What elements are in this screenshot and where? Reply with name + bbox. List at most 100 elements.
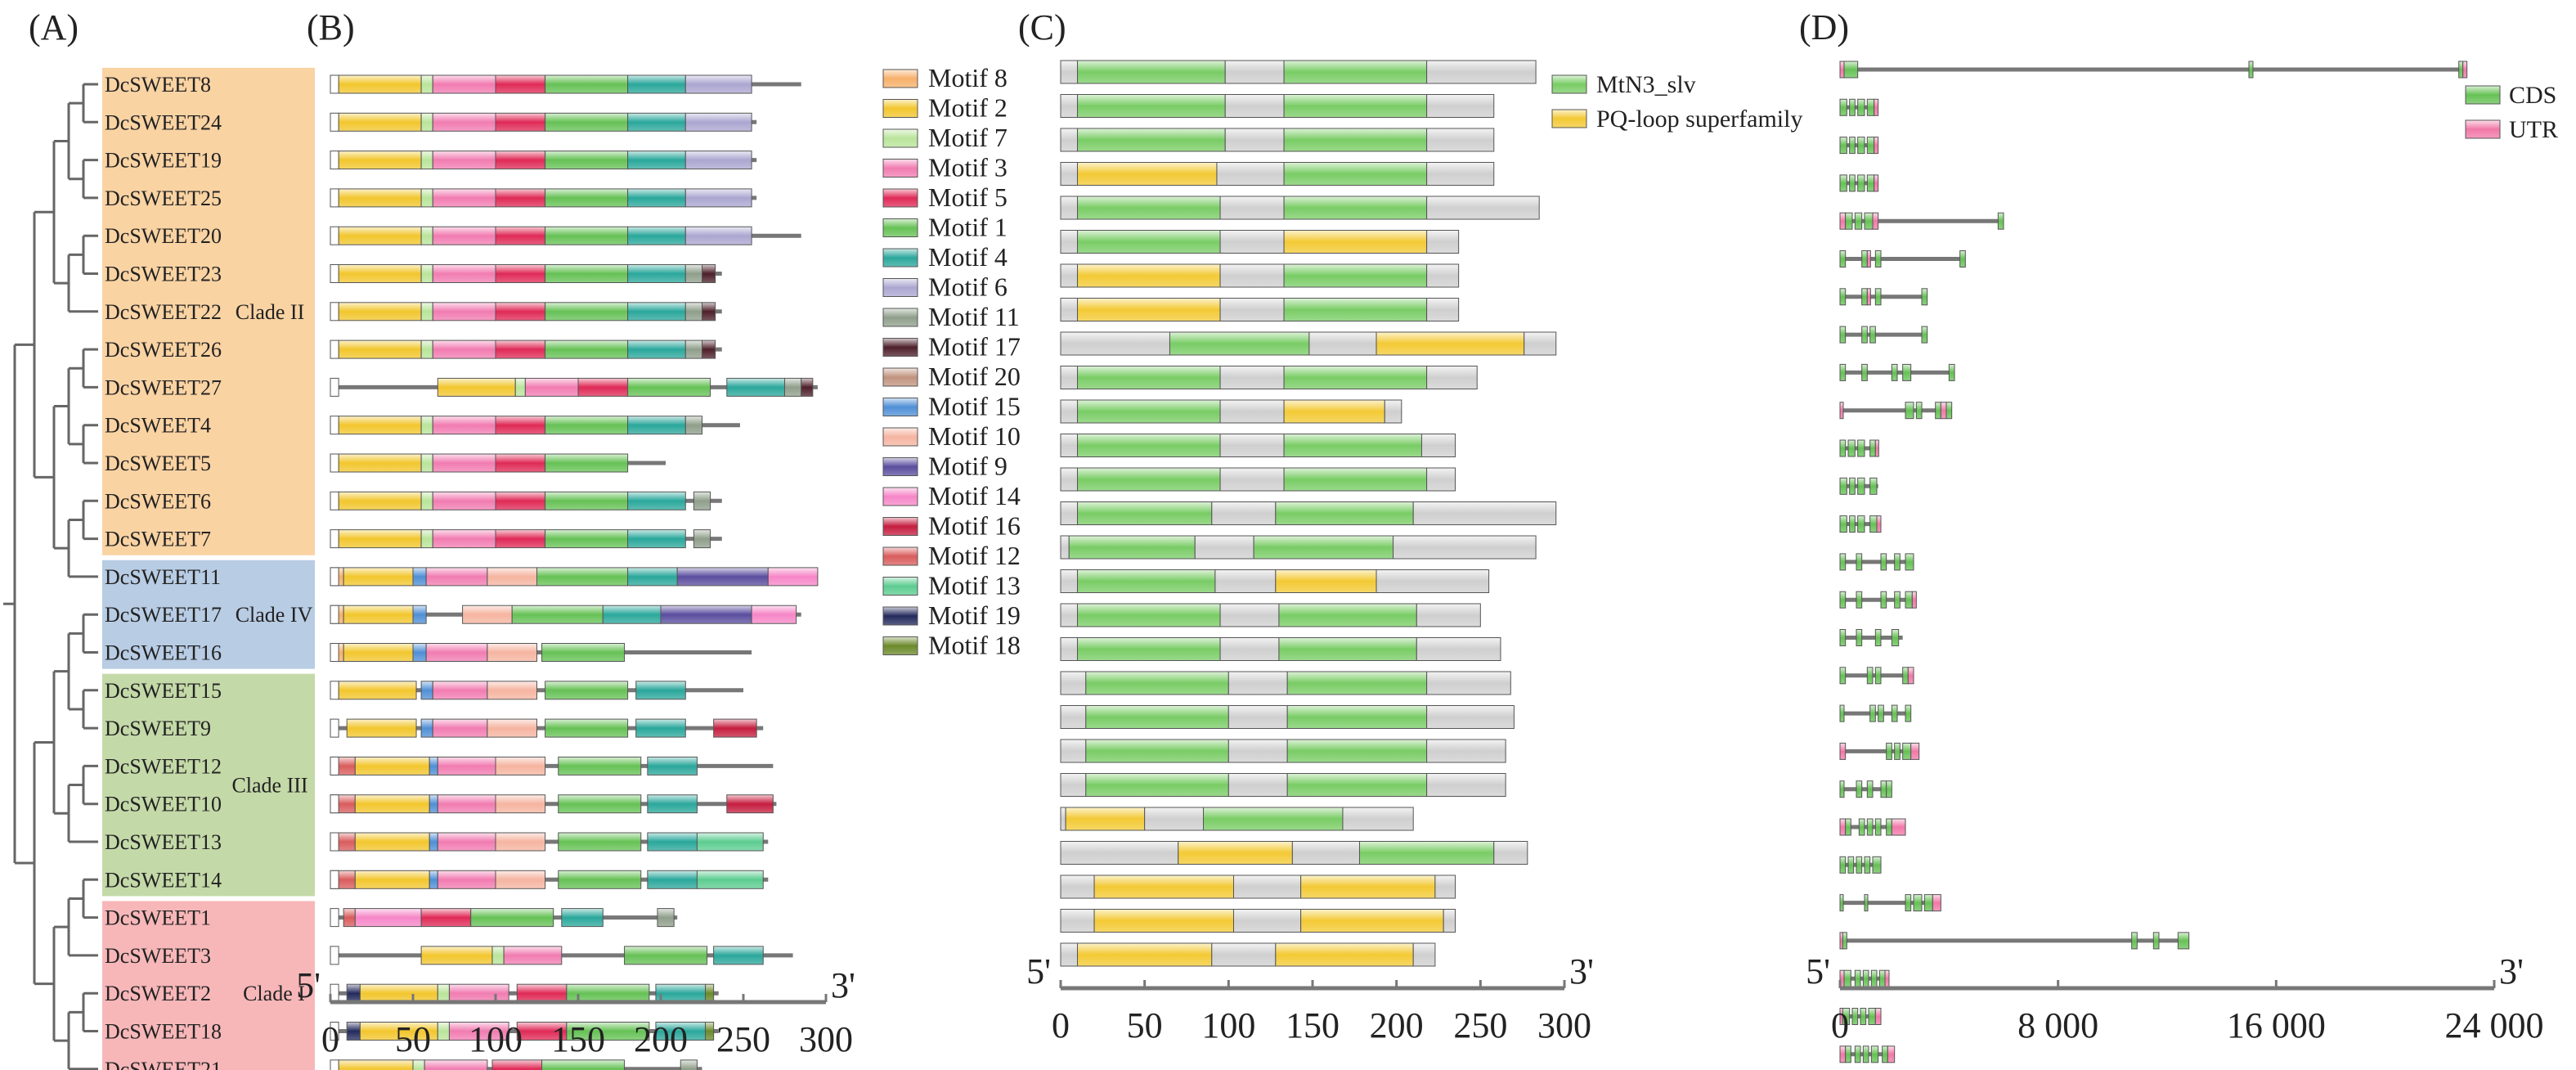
motif-box bbox=[647, 870, 698, 889]
cds-box bbox=[1868, 1008, 1876, 1025]
motif-box bbox=[536, 567, 629, 587]
cds-box bbox=[1870, 969, 1878, 987]
motif-box bbox=[713, 718, 757, 738]
axis-tick-label: 150 bbox=[1286, 1005, 1340, 1045]
domain-box bbox=[1376, 331, 1525, 356]
motif-box bbox=[429, 794, 438, 814]
cds-box bbox=[1878, 969, 1886, 987]
cds-box bbox=[1874, 288, 1882, 306]
motif-box bbox=[338, 453, 422, 473]
domain-box bbox=[1060, 807, 1066, 831]
gene-label: DcSWEET9 bbox=[105, 717, 211, 740]
domain-box bbox=[1060, 874, 1095, 899]
motif-box bbox=[684, 339, 702, 359]
domain-box bbox=[1286, 705, 1428, 729]
domain-box bbox=[1376, 569, 1490, 593]
cds-box bbox=[1849, 174, 1856, 192]
domain-box bbox=[1300, 909, 1444, 933]
domain-box bbox=[1426, 128, 1495, 152]
motif-box bbox=[432, 226, 496, 245]
domain-legend: MtN3_slv PQ-loop superfamily bbox=[1551, 71, 1802, 133]
motif-box bbox=[437, 794, 496, 814]
domain-box bbox=[1283, 196, 1428, 220]
cds-box bbox=[1857, 137, 1865, 155]
utr-box bbox=[1839, 212, 1847, 230]
cds-box bbox=[1839, 288, 1847, 306]
gene-label: DcSWEET12 bbox=[105, 754, 222, 778]
domain-box bbox=[1216, 162, 1285, 186]
motif-box bbox=[330, 832, 339, 852]
cds-box bbox=[1894, 742, 1901, 760]
gene-label: DcSWEET1 bbox=[105, 906, 211, 930]
axis-tick-label: 50 bbox=[395, 1019, 431, 1059]
motif-box bbox=[647, 832, 698, 852]
motif-box bbox=[545, 302, 629, 321]
domain-box bbox=[1426, 739, 1506, 763]
motif-box bbox=[684, 226, 752, 245]
motif-box bbox=[684, 151, 752, 170]
cds-box bbox=[1839, 856, 1847, 874]
motif-box bbox=[545, 718, 629, 738]
utr-box bbox=[1932, 894, 1941, 912]
gene-label: DcSWEET25 bbox=[105, 187, 222, 210]
cds-box bbox=[1869, 515, 1878, 533]
cds-box bbox=[1839, 894, 1844, 912]
motif-box bbox=[448, 983, 509, 1003]
axis-end-3prime: 3' bbox=[1569, 951, 1594, 991]
motif-box bbox=[420, 718, 433, 738]
domain-box bbox=[1524, 331, 1557, 356]
motif-legend-label: Motif 1 bbox=[928, 213, 1008, 242]
motif-box bbox=[516, 983, 568, 1003]
domain-box bbox=[1224, 94, 1285, 118]
cds-box bbox=[1839, 174, 1847, 192]
axis-end-5prime: 5' bbox=[1806, 951, 1830, 991]
domain-box bbox=[1426, 230, 1460, 254]
motif-box bbox=[448, 1022, 509, 1041]
cds-box bbox=[2177, 932, 2190, 950]
motif-box bbox=[487, 567, 538, 587]
motif-box bbox=[429, 756, 438, 776]
domain-legend-swatch bbox=[1551, 109, 1587, 128]
motif-box bbox=[705, 983, 715, 1003]
domain-box bbox=[1416, 637, 1501, 661]
motif-box bbox=[495, 74, 546, 94]
motif-box bbox=[330, 567, 339, 587]
motif-legend-swatch bbox=[882, 606, 918, 626]
cds-box bbox=[1894, 591, 1901, 609]
motif-box bbox=[330, 983, 339, 1003]
domain-box bbox=[1283, 366, 1428, 389]
gene-label: DcSWEET13 bbox=[105, 830, 222, 854]
clade-label: Clade IV bbox=[236, 603, 313, 627]
utr-box bbox=[1866, 288, 1871, 306]
motif-box bbox=[635, 718, 686, 738]
cds-box bbox=[1891, 629, 1900, 646]
axis-tick-label: 50 bbox=[1127, 1005, 1163, 1045]
motif-box bbox=[702, 302, 716, 321]
motif-box bbox=[487, 643, 538, 662]
motif-legend-label: Motif 3 bbox=[928, 153, 1008, 182]
cds-box bbox=[1856, 591, 1863, 609]
domain-legend-swatch bbox=[1551, 74, 1587, 94]
domain-box bbox=[1060, 603, 1079, 627]
cds-box bbox=[1959, 250, 1966, 268]
domain-box bbox=[1358, 841, 1495, 865]
motif-legend-swatch bbox=[882, 248, 918, 268]
cds-box bbox=[1854, 1045, 1861, 1063]
motif-legend-swatch bbox=[882, 308, 918, 327]
domain-box bbox=[1060, 331, 1170, 356]
domain-box bbox=[1077, 569, 1216, 593]
domain-box bbox=[1214, 569, 1277, 593]
utr-box bbox=[1940, 402, 1947, 420]
domain-box bbox=[1412, 501, 1557, 525]
motif-legend-label: Motif 17 bbox=[928, 332, 1021, 362]
clade-blocks: Clade II Clade IV Clade III Clade I bbox=[102, 67, 315, 1070]
axis-tick-label: 24 000 bbox=[2445, 1005, 2544, 1045]
motif-box bbox=[541, 643, 626, 662]
gene-label: DcSWEET20 bbox=[105, 224, 222, 248]
domain-box bbox=[1060, 841, 1179, 865]
axis-end-3prime: 3' bbox=[2499, 951, 2524, 991]
axis-tick-label: 150 bbox=[551, 1019, 605, 1059]
utr-box bbox=[1839, 402, 1844, 420]
motif-box bbox=[627, 188, 686, 208]
domain-box bbox=[1077, 128, 1226, 152]
